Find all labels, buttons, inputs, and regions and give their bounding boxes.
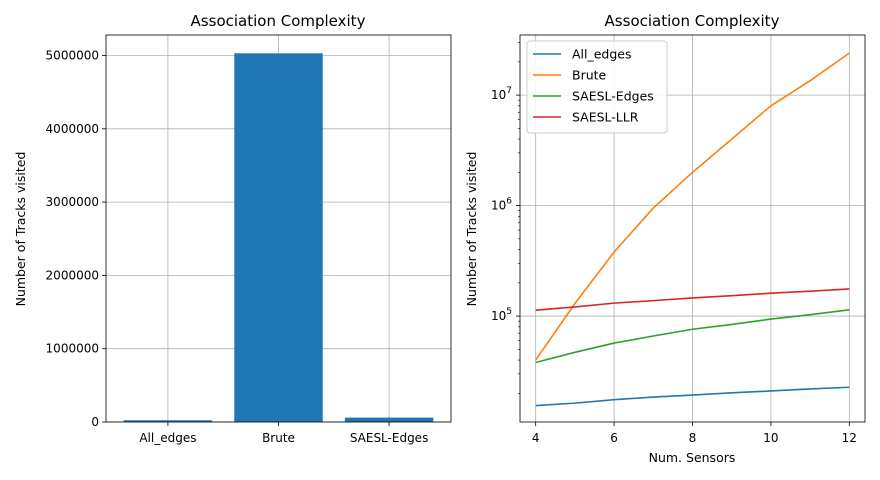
legend-label: SAESL-LLR — [572, 110, 639, 125]
legend-label: All_edges — [572, 47, 632, 62]
bar-chart-y-tick-label: 3000000 — [46, 195, 99, 209]
bar-chart-category-label: Brute — [262, 431, 295, 445]
line-chart-x-tick-label: 12 — [842, 431, 857, 445]
series-line-brute — [535, 52, 850, 361]
bar-brute — [234, 53, 323, 423]
bar-chart: Association Complexity Number of Tracks … — [13, 12, 452, 445]
bar-chart-y-tick-label: 4000000 — [46, 122, 99, 136]
line-chart-ticks: 4 6 8 10 12 105 106 107 — [491, 42, 857, 445]
line-chart: Association Complexity Number of Tracks … — [464, 12, 866, 465]
legend-label: Brute — [572, 68, 607, 83]
legend-label: SAESL-Edges — [572, 89, 654, 104]
line-chart-lines — [535, 52, 850, 407]
bar-chart-ticks: 0 1000000 2000000 3000000 4000000 5000000 All_… — [46, 49, 429, 445]
line-chart-y-tick-label: 106 — [491, 197, 512, 213]
line-chart-x-tick-label: 10 — [763, 431, 778, 445]
series-line-saesl-edges — [535, 309, 850, 364]
bar-saesl-edges — [344, 417, 434, 422]
line-chart-y-tick-label: 107 — [491, 86, 512, 102]
line-chart-x-axis-label: Num. Sensors — [649, 450, 736, 465]
bar-chart-title: Association Complexity — [191, 12, 366, 30]
line-chart-title: Association Complexity — [605, 12, 780, 30]
line-chart-x-tick-label: 4 — [532, 431, 540, 445]
series-line-all-edges — [535, 386, 850, 407]
line-chart-y-axis-label: Number of Tracks visited — [464, 152, 479, 307]
bar-all-edges — [123, 420, 213, 422]
bar-chart-y-tick-label: 1000000 — [46, 342, 99, 356]
bar-chart-y-tick-label: 2000000 — [46, 268, 99, 282]
bar-chart-y-axis-label: Number of Tracks visited — [13, 152, 28, 307]
legend-frame — [526, 40, 668, 134]
bar-chart-category-label: SAESL-Edges — [350, 431, 429, 445]
bar-chart-bars — [123, 53, 434, 423]
bar-chart-y-tick-label: 0 — [91, 415, 99, 429]
line-chart-x-tick-label: 6 — [610, 431, 618, 445]
bar-chart-y-tick-label: 5000000 — [46, 49, 99, 63]
line-chart-legend: All_edges Brute SAESL-Edges SAESL-LLR — [526, 40, 668, 134]
bar-chart-category-label: All_edges — [139, 431, 196, 445]
series-line-saesl-llr — [535, 288, 850, 312]
line-chart-y-tick-label: 105 — [491, 307, 512, 323]
line-chart-x-tick-label: 8 — [689, 431, 697, 445]
